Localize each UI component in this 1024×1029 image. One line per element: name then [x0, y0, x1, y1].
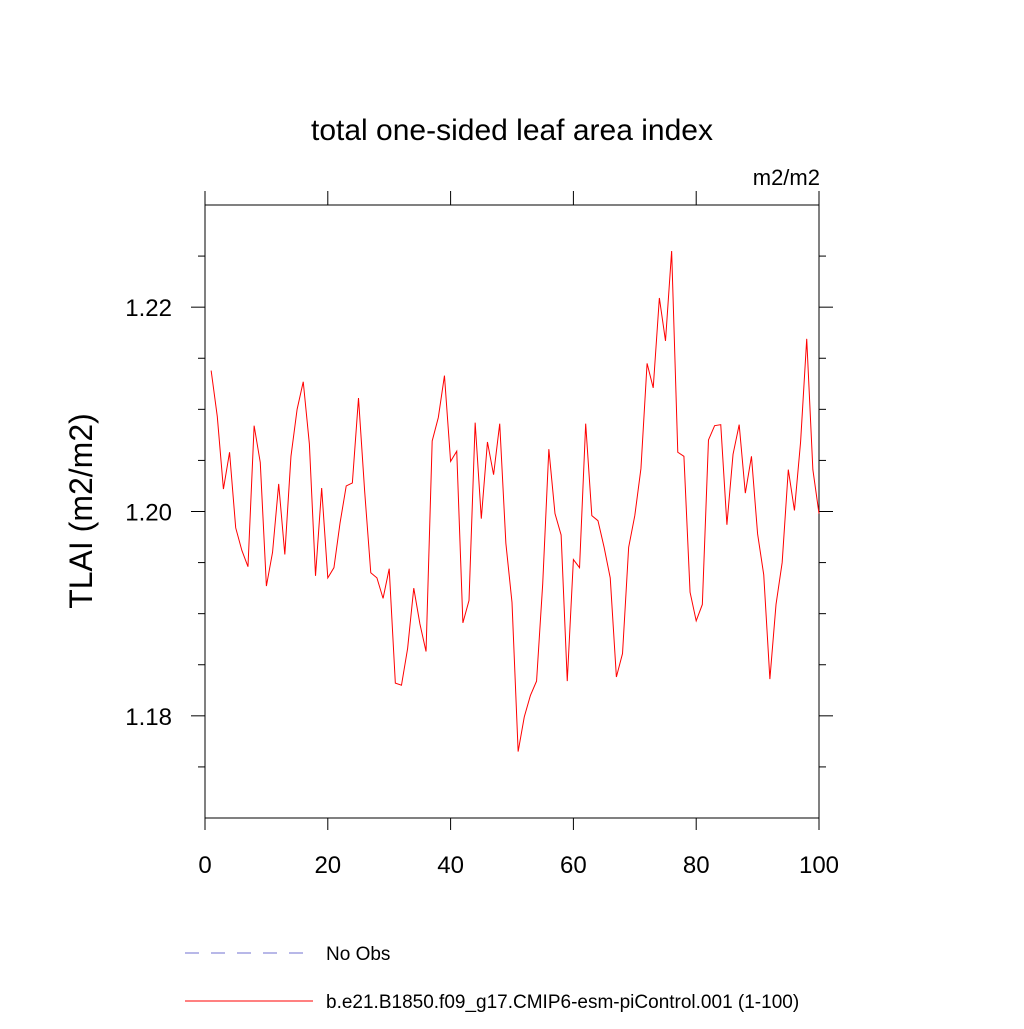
legend-label: No Obs [326, 944, 390, 965]
x-tick-label: 0 [198, 852, 211, 879]
x-tick-label: 40 [437, 852, 464, 879]
y-tick-label: 1.22 [125, 295, 172, 322]
x-tick-label: 100 [799, 852, 839, 879]
plot-frame [204, 204, 820, 819]
legend-label: b.e21.B1850.f09_g17.CMIP6-esm-piControl.… [326, 992, 799, 1013]
units-label: m2/m2 [753, 165, 820, 190]
y-tick-label: 1.18 [125, 704, 172, 731]
x-tick-label: 20 [314, 852, 341, 879]
y-tick-label: 1.20 [125, 500, 172, 527]
y-axis-label: TLAI (m2/m2) [63, 413, 99, 609]
chart-title: total one-sided leaf area index [311, 114, 713, 147]
x-tick-label: 60 [560, 852, 587, 879]
x-tick-label: 80 [683, 852, 710, 879]
data-line [210, 250, 820, 752]
